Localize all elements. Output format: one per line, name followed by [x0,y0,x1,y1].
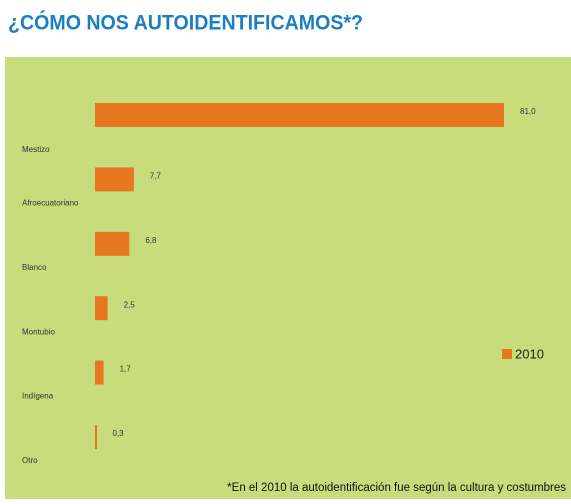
footnote: *En el 2010 la autoidentificación fue se… [227,482,566,494]
chart-panel [5,57,571,499]
value-label: 7,7 [150,172,162,181]
value-label: 81,0 [520,107,536,116]
value-label: 0,3 [113,429,125,438]
category-label: Blanco [22,263,47,272]
category-label: Mestizo [22,145,50,154]
bar [95,231,130,256]
value-label: 1,7 [120,365,132,374]
chart-title: ¿CÓMO NOS AUTOIDENTIFICAMOS*? [8,11,363,35]
legend-swatch [502,349,512,359]
value-label: 6,8 [145,236,157,245]
bar [95,103,504,127]
category-label: Afroecuatoriano [22,199,79,208]
legend-label: 2010 [515,346,544,361]
category-label: Otro [22,456,38,465]
bar [95,425,97,449]
bar [95,360,104,385]
value-label: 2,5 [124,300,136,309]
bar [95,167,134,192]
bar [95,296,108,321]
category-label: Montubio [22,327,55,336]
category-label: Indígena [22,392,54,401]
